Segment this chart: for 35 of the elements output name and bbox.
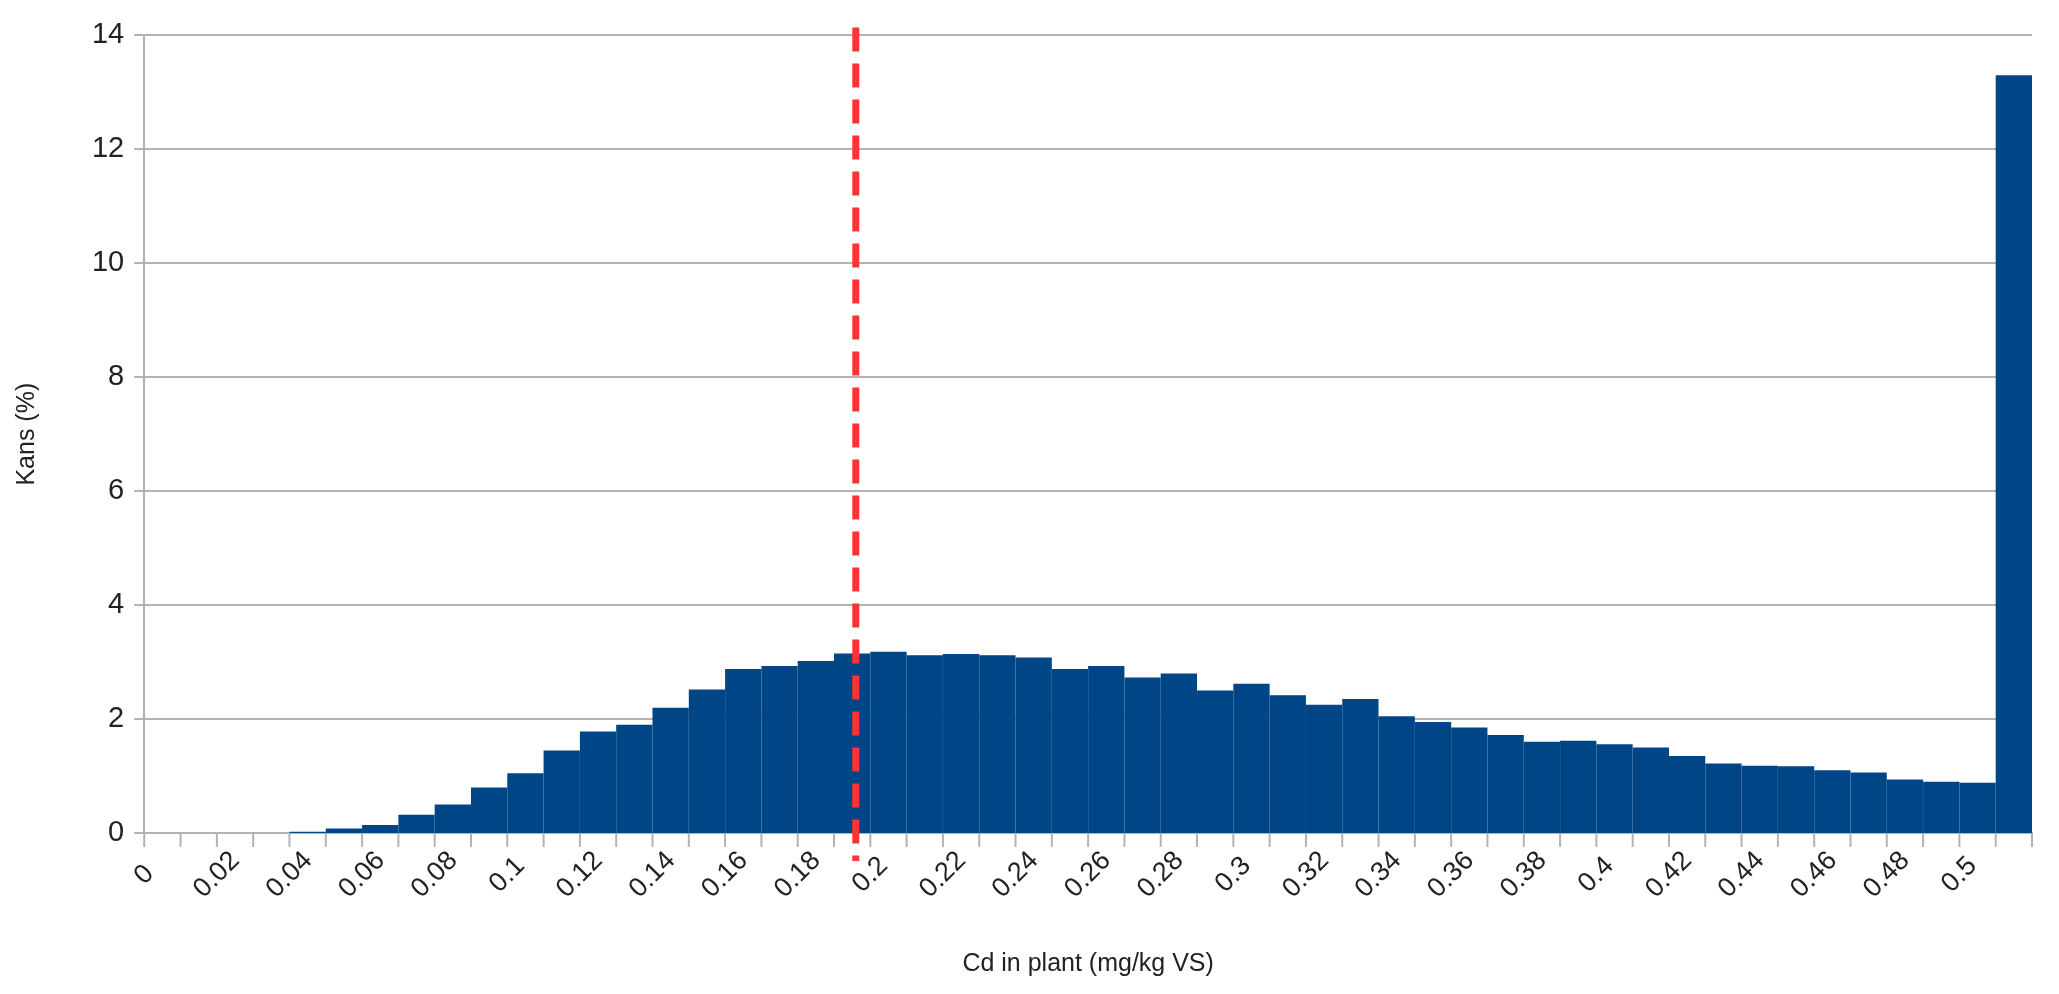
x-tick-label: 0.16 [694,844,754,904]
x-tick-label: 0.1 [482,850,531,898]
x-tick-label: 0.22 [912,844,972,904]
x-tick-label: 0.44 [1711,844,1770,904]
x-tick-label: 0.14 [622,844,681,904]
x-tick-label: 0.02 [186,844,245,904]
y-tick-label: 0 [108,815,125,847]
x-tick-label: 0.36 [1420,844,1480,904]
x-tick-label: 0.4 [1571,850,1620,898]
x-tick-label: 0.42 [1638,844,1698,904]
y-tick-label: 6 [108,473,125,506]
y-tick-label: 12 [91,131,125,164]
x-tick-label: 0.34 [1348,844,1407,904]
x-tick-label: 0.26 [1057,844,1117,904]
x-tick-label: 0.46 [1783,844,1843,904]
x-tick-label: 0.32 [1275,844,1335,904]
x-tick-label: 0.04 [259,844,318,904]
x-tick-label: 0.24 [985,844,1044,904]
x-tick-label: 0.18 [767,844,826,904]
y-tick-label: 10 [91,245,125,278]
x-tick-label: 0.5 [1934,850,1983,898]
y-tick-label: 2 [108,701,125,734]
x-tick-label: 0.06 [331,844,391,904]
x-tick-label: 0.12 [549,844,608,904]
x-tick-label: 0.48 [1856,844,1915,904]
y-axis-title: Kans (%) [10,382,39,486]
x-tick-label: 0.2 [845,850,894,898]
x-tick-label: 0.3 [1208,850,1257,898]
x-axis-title: Cd in plant (mg/kg VS) [962,947,1214,976]
x-tick-label: 0.38 [1493,844,1552,904]
x-tick-label: 0.08 [404,844,463,904]
y-tick-label: 14 [91,17,125,50]
x-tick-label: 0.28 [1130,844,1189,904]
y-tick-label: 8 [108,359,125,392]
y-tick-label: 4 [108,587,125,620]
